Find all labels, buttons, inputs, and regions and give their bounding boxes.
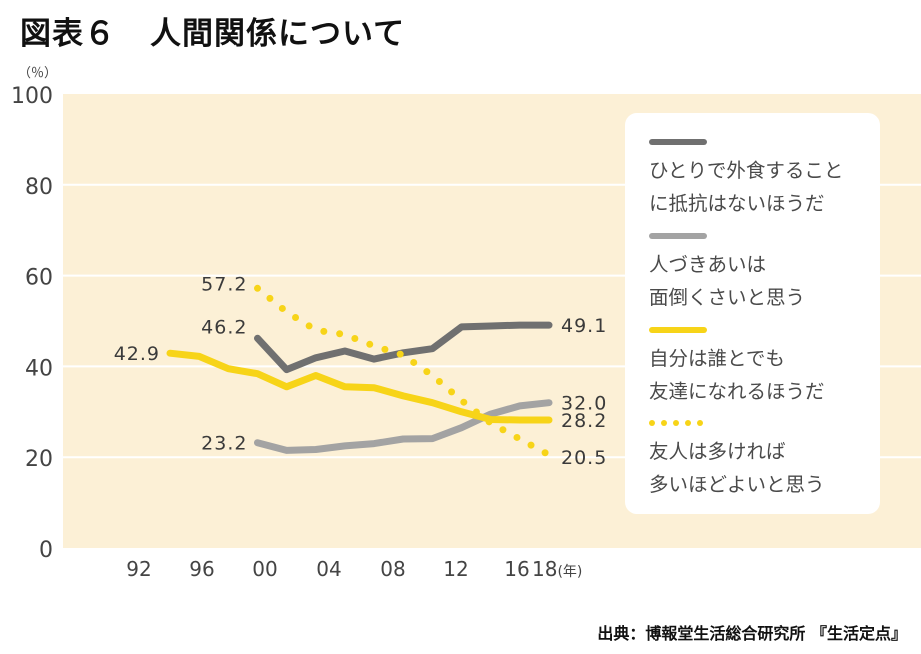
data-label: 46.2 bbox=[201, 316, 247, 338]
x-tick-label: 04 bbox=[316, 557, 341, 581]
series-line-1 bbox=[254, 399, 553, 454]
data-label: 23.2 bbox=[201, 433, 247, 455]
legend-item-troublesome: 人づきあいは 面倒くさいと思う bbox=[649, 233, 805, 314]
legend-swatch-yellow-dotted bbox=[649, 420, 825, 426]
y-tick-label: 40 bbox=[25, 356, 53, 381]
x-tick-label: 16 bbox=[504, 557, 529, 581]
data-label: 57.2 bbox=[201, 273, 247, 295]
y-tick-labels: 0 20 40 60 80 100 bbox=[11, 84, 53, 563]
x-tick-label: 92 bbox=[126, 557, 151, 581]
y-axis-unit: （％） bbox=[18, 66, 58, 81]
series-line-3 bbox=[254, 284, 553, 459]
data-label: 28.2 bbox=[561, 410, 607, 432]
data-label: 32.0 bbox=[561, 393, 607, 415]
y-tick-label: 80 bbox=[25, 175, 53, 200]
figure-number: 図表６ bbox=[20, 16, 116, 52]
legend-swatch-light-gray-line bbox=[649, 233, 707, 239]
x-tick-label: 12 bbox=[443, 557, 468, 581]
chart-title: 図表６ 人間関係について bbox=[20, 8, 405, 53]
legend-item-eat-alone: ひとりで外食すること に抵抗はないほうだ bbox=[649, 139, 843, 220]
legend-label: 自分は誰とでも 友達になれるほうだ bbox=[649, 347, 825, 403]
title-text: 人間関係について bbox=[150, 16, 406, 52]
legend-label: ひとりで外食すること に抵抗はないほうだ bbox=[649, 159, 844, 215]
data-label: 20.5 bbox=[561, 447, 607, 469]
y-tick-label: 20 bbox=[25, 447, 53, 472]
y-tick-label: 0 bbox=[39, 538, 53, 563]
data-labels: 46.2 49.1 23.2 32.0 42.9 28.2 57.2 20.5 bbox=[114, 273, 607, 469]
x-tick-label: 96 bbox=[189, 557, 214, 581]
x-tick-labels: 92 96 00 04 08 12 16 18(年) bbox=[126, 557, 582, 581]
legend-label: 人づきあいは 面倒くさいと思う bbox=[649, 253, 806, 309]
source-note: 出典：博報堂生活総合研究所 『生活定点』 bbox=[597, 624, 907, 643]
legend-item-friends-with-anyone: 自分は誰とでも 友達になれるほうだ bbox=[649, 327, 825, 408]
x-tick-label: 08 bbox=[380, 557, 405, 581]
legend-label: 友人は多ければ 多いほどよいと思う bbox=[649, 440, 825, 496]
series-lines bbox=[166, 284, 553, 459]
legend-swatch-dark-gray-line bbox=[649, 139, 707, 145]
legend: ひとりで外食すること に抵抗はないほうだ 人づきあいは 面倒くさいと思う 自分は誰と… bbox=[625, 113, 880, 514]
legend-item-many-friends: 友人は多ければ 多いほどよいと思う bbox=[649, 420, 825, 501]
series-line-2 bbox=[166, 349, 553, 424]
data-label: 42.9 bbox=[114, 343, 160, 365]
y-tick-label: 100 bbox=[11, 84, 53, 109]
legend-swatch-yellow-line bbox=[649, 327, 707, 333]
x-tick-label: 18(年) bbox=[532, 557, 582, 581]
y-tick-label: 60 bbox=[25, 266, 53, 291]
x-tick-label: 00 bbox=[252, 557, 277, 581]
data-label: 49.1 bbox=[561, 315, 607, 337]
